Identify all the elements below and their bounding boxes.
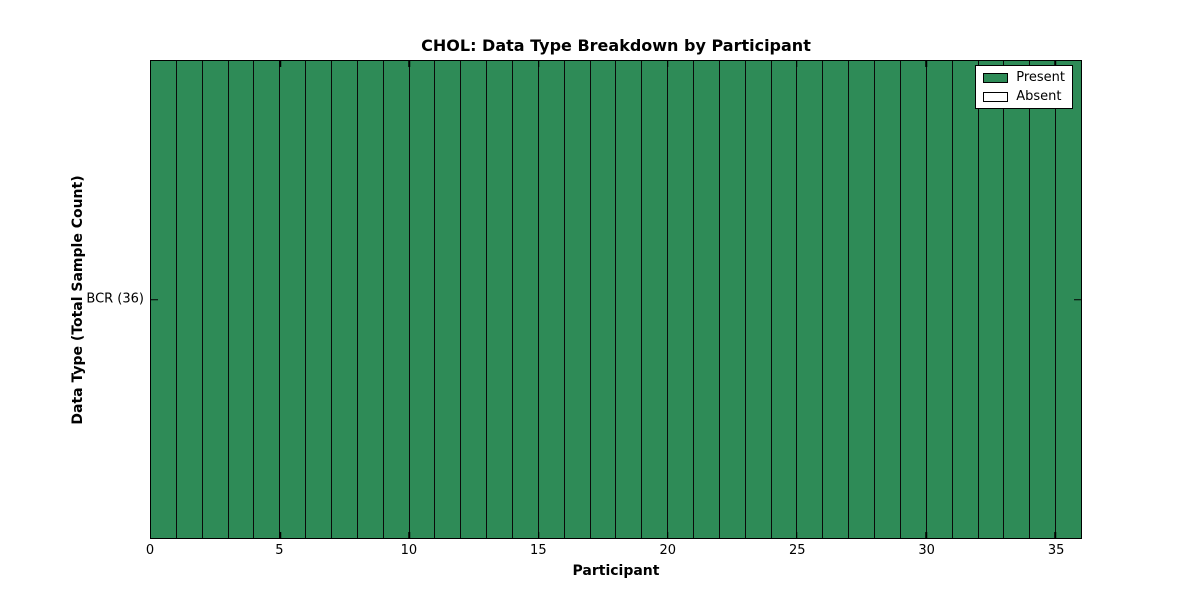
participant-cell-24: [770, 61, 797, 538]
participant-cell-5: [279, 61, 306, 538]
participant-cell-32: [977, 61, 1004, 538]
legend: Present Absent: [975, 65, 1073, 109]
x-tick-mark-bottom-15: [537, 532, 540, 538]
legend-entry-absent: Absent: [983, 89, 1065, 104]
x-tick-mark-bottom-10: [408, 532, 411, 538]
participant-cell-34: [1029, 61, 1056, 538]
participant-cell-15: [537, 61, 564, 538]
participant-cell-28: [874, 61, 900, 538]
x-tick-label-35: 35: [1047, 543, 1065, 558]
participant-cell-11: [434, 61, 461, 538]
x-tick-mark-bottom-25: [796, 532, 798, 538]
x-tick-mark-top-5: [279, 61, 281, 67]
legend-swatch-absent: [983, 91, 1009, 102]
x-tick-labels: 0 5 10 15 20 25 30 35: [146, 543, 1082, 561]
legend-swatch-present: [983, 72, 1009, 83]
participant-cell-17: [589, 61, 616, 538]
participant-cell-23: [744, 61, 771, 538]
x-tick-label-15: 15: [530, 543, 547, 558]
participant-cell-2: [201, 61, 228, 538]
chart-title: CHOL: Data Type Breakdown by Participant: [421, 36, 811, 55]
participant-cell-26: [822, 61, 849, 538]
participant-cell-21: [693, 61, 719, 538]
x-tick-mark-bottom-5: [279, 532, 281, 538]
participant-cell-8: [356, 61, 383, 538]
participant-cell-14: [512, 61, 538, 538]
participant-cell-7: [331, 61, 357, 538]
x-tick-label-0: 0: [145, 543, 155, 558]
participant-cell-3: [227, 61, 254, 538]
participant-cell-27: [848, 61, 875, 538]
participant-cell-16: [563, 61, 590, 538]
participant-cell-9: [382, 61, 409, 538]
x-tick-mark-top-30: [925, 61, 927, 67]
x-tick-label-20: 20: [659, 543, 677, 558]
x-tick-mark-top-15: [537, 61, 540, 67]
participant-cell-25: [796, 61, 823, 538]
participant-cell-29: [899, 61, 926, 538]
participant-cell-12: [460, 61, 487, 538]
x-tick-mark-bottom-30: [925, 532, 927, 538]
legend-label-absent: Absent: [1016, 89, 1062, 104]
y-tick-label-bcr: BCR (36): [86, 291, 144, 307]
participant-cell-10: [408, 61, 435, 538]
x-tick-mark-bottom-35: [1054, 532, 1056, 538]
x-tick-label-10: 10: [400, 543, 418, 558]
participant-cell-33: [1003, 61, 1030, 538]
x-tick-mark-top-35: [1054, 61, 1056, 67]
participant-cell-13: [486, 61, 513, 538]
participant-cell-1: [175, 61, 202, 538]
x-tick-mark-top-20: [666, 61, 669, 67]
participant-cell-31: [951, 61, 978, 538]
x-tick-label-30: 30: [918, 543, 935, 558]
participant-cell-19: [641, 61, 668, 538]
legend-entry-present: Present: [983, 70, 1065, 85]
participant-cell-22: [718, 61, 745, 538]
x-axis-label: Participant: [572, 563, 660, 579]
plot-area: Present Absent: [150, 60, 1082, 539]
heatmap-row-bcr: [151, 61, 1081, 538]
participant-cell-18: [615, 61, 642, 538]
y-tick-mark-left: [151, 298, 158, 301]
participant-cell-4: [253, 61, 280, 538]
participant-cell-6: [305, 61, 332, 538]
x-tick-label-5: 5: [275, 543, 284, 558]
y-tick-mark-right: [1074, 298, 1081, 301]
x-tick-mark-top-25: [796, 61, 798, 67]
x-tick-mark-top-10: [408, 61, 411, 67]
participant-cell-30: [925, 61, 952, 538]
x-tick-mark-bottom-20: [666, 532, 669, 538]
legend-label-present: Present: [1016, 70, 1065, 85]
participant-cell-20: [667, 61, 694, 538]
x-tick-label-25: 25: [788, 543, 806, 558]
